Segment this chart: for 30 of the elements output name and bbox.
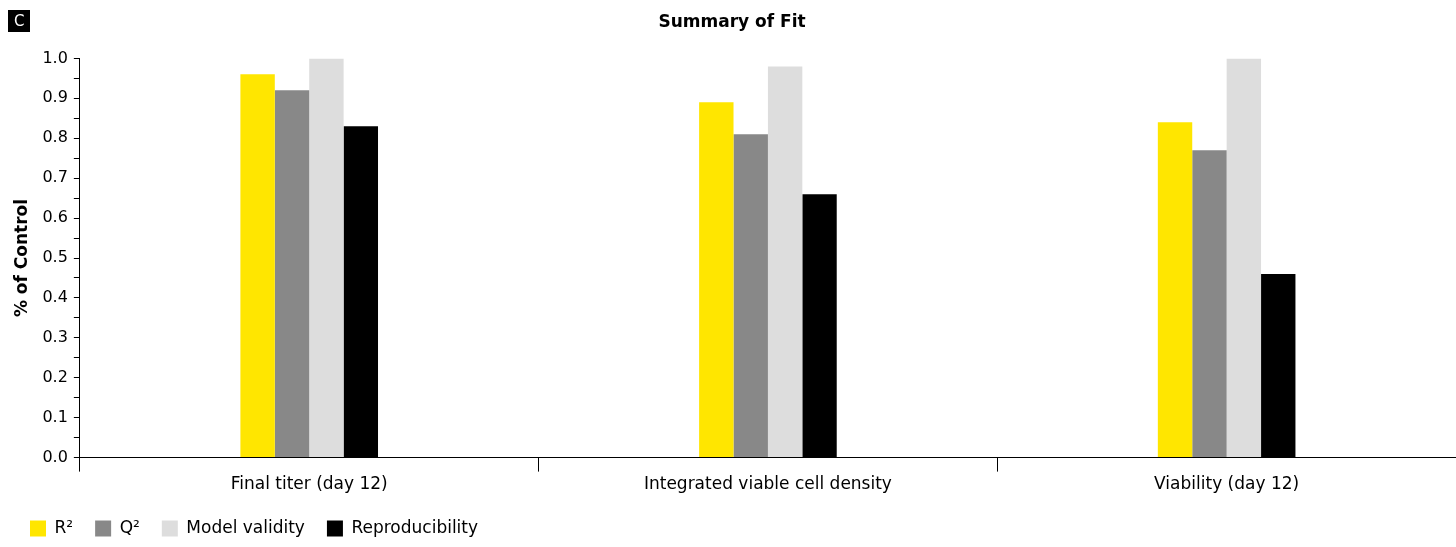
bar bbox=[240, 74, 275, 458]
y-tick-label: 0.5 bbox=[42, 247, 68, 267]
legend-label: Q² bbox=[119, 516, 140, 537]
y-tick-label: 0.9 bbox=[42, 87, 68, 107]
y-tick-label: 0.8 bbox=[42, 127, 68, 147]
bar bbox=[699, 102, 734, 458]
bar bbox=[274, 90, 310, 458]
y-tick-label: 0.4 bbox=[42, 287, 68, 307]
y-tick-label: 1.0 bbox=[42, 47, 68, 67]
x-tick-label: Viability (day 12) bbox=[1154, 473, 1300, 494]
bar bbox=[1192, 150, 1227, 458]
bar bbox=[1226, 58, 1262, 458]
y-tick-label: 0.2 bbox=[42, 366, 68, 386]
chart-title: Summary of Fit bbox=[658, 10, 806, 31]
bar bbox=[309, 58, 344, 458]
y-tick-label: 0.3 bbox=[42, 327, 68, 346]
y-tick-label: 0.0 bbox=[42, 446, 68, 466]
legend-label: Reproducibility bbox=[351, 516, 479, 537]
text: C bbox=[8, 10, 31, 32]
y-tick-label: 0.1 bbox=[42, 406, 68, 426]
bar bbox=[1157, 122, 1193, 458]
bar bbox=[767, 66, 803, 458]
legend-label: R² bbox=[54, 516, 74, 537]
bar bbox=[733, 134, 768, 458]
x-tick-label: Integrated viable cell density bbox=[643, 473, 892, 494]
x-tick-label: Final titer (day 12) bbox=[230, 473, 388, 494]
y-tick-label: 0.6 bbox=[42, 207, 68, 227]
y-axis-title: % of Control bbox=[10, 198, 31, 318]
legend-label: Model validity bbox=[186, 516, 305, 537]
y-tick-label: 0.7 bbox=[42, 167, 68, 187]
